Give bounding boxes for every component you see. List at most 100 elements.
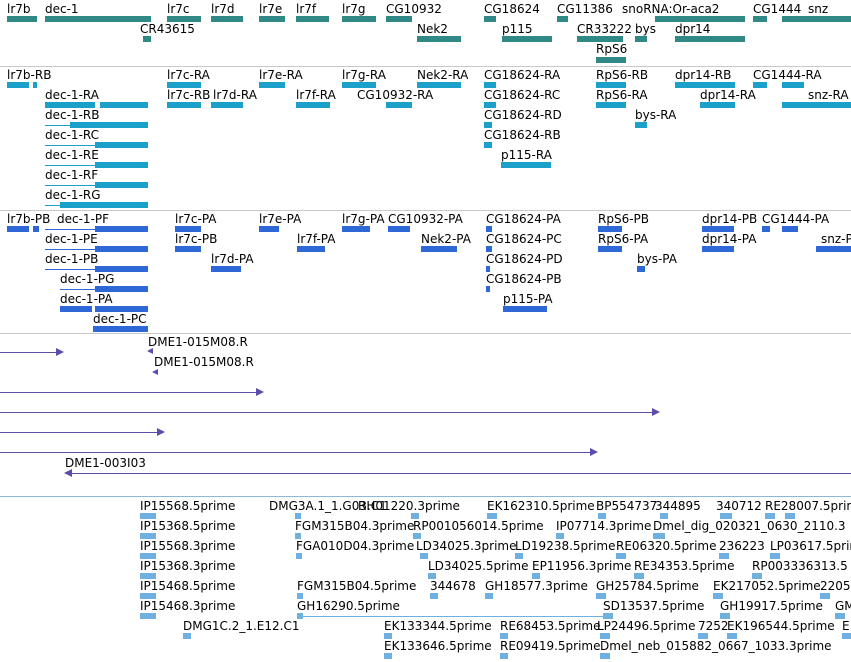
est-feature[interactable] — [596, 593, 606, 599]
est-feature[interactable] — [140, 573, 156, 579]
est-feature[interactable] — [487, 513, 497, 519]
gene-feature[interactable] — [45, 16, 151, 22]
transcript-feature[interactable] — [7, 82, 29, 88]
est-feature[interactable] — [384, 653, 392, 659]
est-feature[interactable] — [842, 633, 851, 639]
gene-feature[interactable] — [753, 16, 767, 22]
protein-feature[interactable] — [637, 266, 645, 272]
est-feature[interactable] — [430, 593, 438, 599]
est-feature[interactable] — [600, 633, 610, 639]
protein-feature[interactable] — [33, 226, 39, 232]
est-feature[interactable] — [698, 633, 708, 639]
transcript-feature[interactable] — [596, 102, 626, 108]
est-feature[interactable] — [727, 633, 737, 639]
transcript-feature[interactable] — [417, 82, 461, 88]
transcript-feature[interactable] — [635, 122, 647, 128]
est-feature[interactable] — [634, 573, 644, 579]
protein-feature[interactable] — [175, 246, 201, 252]
transcript-feature[interactable] — [167, 82, 201, 88]
gene-feature[interactable] — [635, 36, 647, 42]
est-feature[interactable] — [297, 593, 303, 599]
est-feature[interactable] — [485, 593, 493, 599]
protein-feature[interactable] — [211, 266, 241, 272]
protein-feature[interactable] — [95, 246, 148, 252]
transcript-feature[interactable] — [342, 82, 376, 88]
est-feature[interactable] — [515, 553, 523, 559]
clone-line[interactable] — [0, 412, 652, 413]
est-feature[interactable] — [413, 533, 421, 539]
protein-feature[interactable] — [702, 246, 734, 252]
transcript-feature[interactable] — [484, 102, 496, 108]
transcript-feature[interactable] — [296, 102, 330, 108]
transcript-feature[interactable] — [167, 102, 201, 108]
est-feature[interactable] — [720, 613, 730, 619]
transcript-feature[interactable] — [211, 102, 243, 108]
gene-feature[interactable] — [167, 16, 201, 22]
transcript-feature[interactable] — [95, 162, 148, 168]
transcript-feature[interactable] — [782, 102, 851, 108]
protein-feature[interactable] — [598, 246, 622, 252]
transcript-feature[interactable] — [484, 82, 496, 88]
gene-feature[interactable] — [296, 16, 329, 22]
gene-feature[interactable] — [143, 36, 151, 42]
est-feature[interactable] — [140, 513, 156, 519]
transcript-feature[interactable] — [95, 142, 148, 148]
protein-feature[interactable] — [95, 286, 148, 292]
est-feature[interactable] — [616, 553, 626, 559]
transcript-feature[interactable] — [259, 82, 285, 88]
est-feature[interactable] — [820, 593, 830, 599]
transcript-feature[interactable] — [753, 82, 767, 88]
est-feature[interactable] — [752, 573, 762, 579]
est-feature[interactable] — [720, 513, 732, 519]
transcript-feature[interactable] — [386, 102, 412, 108]
transcript-feature[interactable] — [596, 82, 626, 88]
est-feature[interactable] — [428, 573, 436, 579]
protein-feature[interactable] — [816, 246, 851, 252]
clone-line[interactable] — [0, 352, 56, 353]
transcript-feature[interactable] — [484, 142, 492, 148]
clone-line[interactable] — [72, 473, 851, 474]
gene-feature[interactable] — [342, 16, 376, 22]
transcript-feature[interactable] — [501, 162, 551, 168]
est-feature[interactable] — [140, 593, 156, 599]
gene-feature[interactable] — [259, 16, 285, 22]
transcript-feature[interactable] — [700, 102, 735, 108]
est-feature[interactable] — [785, 513, 795, 519]
est-feature[interactable] — [295, 533, 301, 539]
transcript-feature[interactable] — [60, 202, 148, 208]
protein-feature[interactable] — [388, 226, 410, 232]
est-feature[interactable] — [835, 613, 845, 619]
est-feature[interactable] — [765, 513, 775, 519]
protein-feature[interactable] — [782, 226, 798, 232]
est-feature[interactable] — [420, 553, 428, 559]
gene-feature[interactable] — [502, 36, 552, 42]
est-feature[interactable] — [500, 653, 508, 659]
est-feature[interactable] — [140, 533, 156, 539]
est-feature[interactable] — [600, 653, 610, 659]
protein-feature[interactable] — [60, 306, 92, 312]
protein-feature[interactable] — [95, 266, 148, 272]
protein-feature[interactable] — [7, 226, 29, 232]
protein-feature[interactable] — [702, 226, 734, 232]
est-feature[interactable] — [653, 533, 665, 539]
transcript-feature[interactable] — [95, 182, 148, 188]
protein-feature[interactable] — [486, 226, 492, 232]
est-feature[interactable] — [603, 613, 613, 619]
gene-feature[interactable] — [675, 36, 745, 42]
gene-feature[interactable] — [557, 16, 568, 22]
protein-feature[interactable] — [486, 246, 492, 252]
transcript-feature[interactable] — [70, 122, 148, 128]
protein-feature[interactable] — [342, 226, 370, 232]
protein-feature[interactable] — [486, 266, 490, 272]
protein-feature[interactable] — [486, 286, 490, 292]
est-feature[interactable] — [660, 513, 668, 519]
protein-feature[interactable] — [95, 226, 148, 232]
gene-feature[interactable] — [7, 16, 37, 22]
transcript-feature[interactable] — [33, 82, 37, 88]
protein-feature[interactable] — [762, 226, 770, 232]
est-feature[interactable] — [297, 613, 303, 619]
est-feature[interactable] — [140, 613, 156, 619]
gene-feature[interactable] — [782, 16, 851, 22]
protein-feature[interactable] — [259, 226, 279, 232]
gene-feature[interactable] — [596, 57, 626, 63]
